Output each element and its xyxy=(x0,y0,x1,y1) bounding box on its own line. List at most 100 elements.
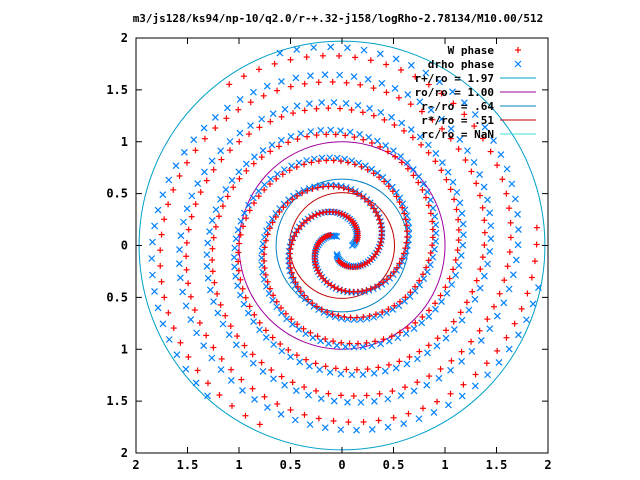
w-phase-point xyxy=(370,112,377,119)
drho-phase-point xyxy=(401,297,408,305)
drho-phase-point xyxy=(194,180,202,188)
w-phase-point xyxy=(185,280,192,287)
w-phase-point xyxy=(496,290,503,297)
w-phase-point xyxy=(383,89,390,96)
w-phase-point xyxy=(285,346,292,353)
w-phase-point xyxy=(301,161,308,168)
drho-phase-point xyxy=(151,222,158,230)
w-phase-point xyxy=(301,107,308,114)
w-phase-point xyxy=(402,216,409,223)
w-phase-point xyxy=(380,279,387,286)
w-phase-point xyxy=(349,188,356,195)
w-phase-point xyxy=(439,125,446,132)
drho-phase-point xyxy=(270,375,277,383)
drho-phase-point xyxy=(419,180,427,188)
w-phase-point xyxy=(224,193,231,200)
drho-phase-point xyxy=(346,128,354,136)
drho-phase-point xyxy=(357,398,365,406)
w-phase-point xyxy=(448,357,455,364)
drho-phase-point xyxy=(321,71,329,79)
w-phase-point xyxy=(358,192,365,199)
drho-phase-point xyxy=(276,49,284,57)
w-phase-point xyxy=(429,242,436,249)
w-phase-point xyxy=(378,224,385,231)
drho-phase-point xyxy=(290,192,297,200)
w-phase-point xyxy=(531,258,538,265)
drho-phase-point xyxy=(373,137,381,145)
drho-phase-point xyxy=(337,370,345,378)
drho-phase-point xyxy=(342,343,349,351)
drho-phase-point xyxy=(411,287,419,295)
drho-phase-point xyxy=(465,306,473,314)
w-phase-point xyxy=(236,138,243,145)
drho-phase-point xyxy=(415,415,423,423)
w-phase-point xyxy=(314,333,321,340)
w-phase-point xyxy=(218,355,225,362)
drho-phase-point xyxy=(403,159,411,167)
w-phase-point xyxy=(313,211,320,218)
drho-phase-point xyxy=(236,129,244,137)
drho-phase-point xyxy=(449,178,457,186)
w-phase-point xyxy=(329,78,336,85)
w-phase-point xyxy=(385,306,392,313)
drho-phase-point xyxy=(217,195,224,203)
w-phase-point xyxy=(170,325,177,332)
w-phase-point xyxy=(359,288,366,295)
drho-phase-point xyxy=(236,96,244,103)
x-tick-label: 2 xyxy=(544,458,551,472)
drho-phase-point xyxy=(515,331,522,339)
w-phase-point xyxy=(354,190,361,197)
w-phase-point xyxy=(381,178,388,185)
w-phase-point xyxy=(450,266,457,273)
drho-phase-point xyxy=(249,359,257,367)
w-phase-point xyxy=(396,298,403,305)
drho-phase-point xyxy=(385,337,393,345)
w-phase-point xyxy=(398,255,405,262)
x-tick-label: 1 xyxy=(441,458,448,472)
drho-phase-point xyxy=(350,343,358,351)
drho-phase-point xyxy=(442,334,450,342)
drho-phase-point xyxy=(438,159,446,167)
w-phase-point xyxy=(377,220,384,227)
drho-phase-point xyxy=(241,209,248,217)
drho-phase-point xyxy=(356,130,364,138)
y-tick-label: 2 xyxy=(121,31,128,45)
drho-phase-point xyxy=(187,316,195,323)
drho-phase-point xyxy=(423,381,431,389)
w-phase-point xyxy=(392,153,399,160)
drho-phase-point xyxy=(203,262,211,270)
w-phase-point xyxy=(462,157,469,164)
w-phase-point xyxy=(338,339,345,346)
drho-phase-point xyxy=(261,181,268,189)
w-phase-point xyxy=(364,166,371,173)
drho-phase-point xyxy=(348,371,356,379)
w-phase-point xyxy=(381,116,388,123)
w-phase-point xyxy=(423,264,430,271)
w-phase-point xyxy=(368,202,375,209)
w-phase-point xyxy=(396,199,403,206)
drho-phase-point xyxy=(457,252,465,259)
drho-phase-point xyxy=(350,73,358,80)
w-phase-point xyxy=(236,240,243,247)
w-phase-point xyxy=(294,283,301,290)
drho-phase-point xyxy=(459,220,467,228)
w-phase-point xyxy=(219,203,226,210)
w-phase-point xyxy=(210,166,217,173)
drho-phase-point xyxy=(287,353,294,361)
y-tick-label: 1 xyxy=(121,135,128,149)
w-phase-point xyxy=(469,288,476,295)
legend-label: r*/ro = .51 xyxy=(421,114,494,127)
drho-phase-point xyxy=(407,126,415,134)
w-phase-point xyxy=(332,365,339,372)
drho-phase-point xyxy=(244,309,252,317)
drho-phase-point xyxy=(470,158,478,166)
w-phase-point xyxy=(468,168,475,175)
drho-phase-point xyxy=(259,147,267,154)
w-phase-point xyxy=(401,384,408,391)
w-phase-point xyxy=(264,278,271,285)
drho-phase-point xyxy=(159,191,167,199)
w-phase-point xyxy=(370,85,377,92)
drho-phase-point xyxy=(381,367,389,375)
drho-phase-point xyxy=(480,183,488,191)
